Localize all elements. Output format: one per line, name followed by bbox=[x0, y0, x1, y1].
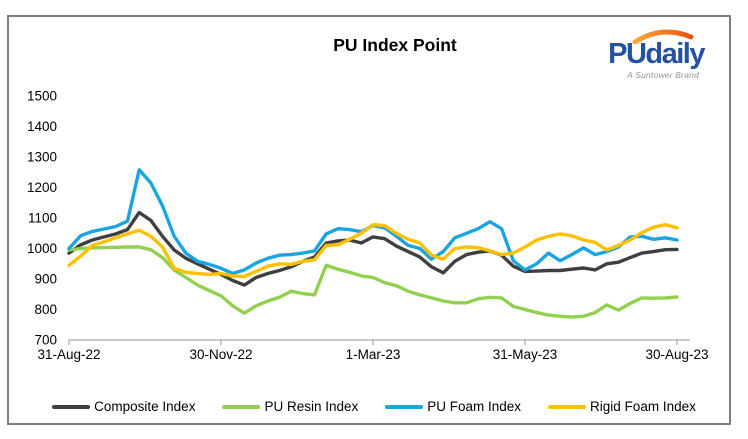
y-tick-label: 1000 bbox=[27, 241, 57, 256]
legend-item-composite-index: Composite Index bbox=[52, 399, 195, 414]
legend-label: PU Resin Index bbox=[264, 399, 359, 414]
x-tick-label: 30-Nov-22 bbox=[189, 347, 252, 362]
chart-title: PU Index Point bbox=[333, 35, 457, 55]
rigid-foam-index-line-swatch bbox=[548, 404, 587, 409]
legend-item-pu-resin-index: PU Resin Index bbox=[222, 399, 358, 414]
y-tick-label: 1200 bbox=[27, 180, 57, 195]
y-tick-label: 1500 bbox=[27, 89, 57, 104]
y-tick-label: 900 bbox=[34, 272, 57, 287]
y-tick-label: 1300 bbox=[27, 150, 57, 165]
legend-item-pu-foam-index: PU Foam Index bbox=[385, 399, 521, 414]
legend-label: Composite Index bbox=[94, 399, 196, 414]
y-tick-label: 1100 bbox=[28, 211, 57, 226]
x-tick-label: 31-Aug-22 bbox=[37, 347, 100, 362]
x-tick-label: 31-May-23 bbox=[493, 347, 558, 362]
pudaily-logo: PUdaily A Suntower Brand bbox=[608, 28, 705, 80]
legend-item-rigid-foam-index: Rigid Foam Index bbox=[548, 399, 696, 414]
series-line-pu-resin-index bbox=[67, 245, 679, 319]
logo-swoosh-icon bbox=[632, 29, 694, 44]
chart-legend: Composite Index PU Resin Index PU Foam I… bbox=[0, 399, 748, 414]
logo-tagline: A Suntower Brand bbox=[627, 70, 699, 80]
series-line-composite-index bbox=[67, 210, 679, 287]
legend-label: PU Foam Index bbox=[427, 399, 522, 414]
x-tick-label: 30-Aug-23 bbox=[645, 347, 708, 362]
y-tick-label: 1400 bbox=[27, 119, 57, 134]
pu-resin-index-line-swatch bbox=[222, 404, 261, 409]
composite-index-line-swatch bbox=[52, 404, 91, 409]
y-tick-label: 700 bbox=[34, 333, 57, 348]
pu-foam-index-line-swatch bbox=[385, 404, 424, 409]
logo-wordmark: PUdaily bbox=[608, 38, 705, 70]
y-tick-label: 800 bbox=[34, 302, 57, 317]
series-line-rigid-foam-index bbox=[67, 222, 679, 279]
legend-label: Rigid Foam Index bbox=[590, 399, 696, 414]
x-tick-label: 1-Mar-23 bbox=[346, 347, 401, 362]
